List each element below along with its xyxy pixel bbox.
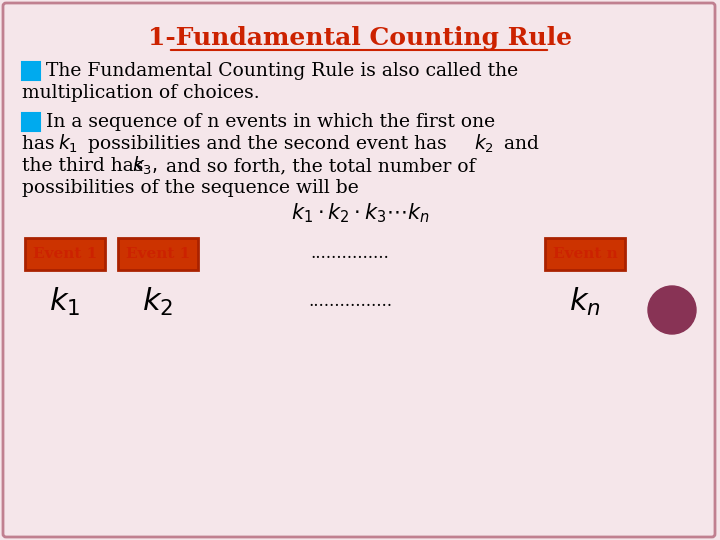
FancyBboxPatch shape bbox=[545, 238, 625, 270]
FancyBboxPatch shape bbox=[25, 238, 105, 270]
Text: $k_2$: $k_2$ bbox=[474, 133, 494, 155]
Text: $k_3$,: $k_3$, bbox=[132, 155, 158, 177]
Text: Event n: Event n bbox=[553, 247, 617, 261]
Text: the third has: the third has bbox=[22, 157, 149, 175]
Text: 1-Fundamental Counting Rule: 1-Fundamental Counting Rule bbox=[148, 26, 572, 50]
FancyBboxPatch shape bbox=[22, 113, 40, 131]
Text: multiplication of choices.: multiplication of choices. bbox=[22, 84, 260, 102]
FancyBboxPatch shape bbox=[3, 3, 715, 537]
Text: In a sequence of n events in which the first one: In a sequence of n events in which the f… bbox=[46, 113, 495, 131]
Text: and so forth, the total number of: and so forth, the total number of bbox=[160, 157, 475, 175]
Text: Event 1: Event 1 bbox=[126, 247, 190, 261]
Circle shape bbox=[648, 286, 696, 334]
Text: $k_1 \cdot k_2 \cdot k_3 \cdots k_n$: $k_1 \cdot k_2 \cdot k_3 \cdots k_n$ bbox=[291, 201, 429, 225]
Text: possibilities of the sequence will be: possibilities of the sequence will be bbox=[22, 179, 359, 197]
Text: $k_2$: $k_2$ bbox=[143, 286, 174, 318]
Text: has: has bbox=[22, 135, 60, 153]
FancyBboxPatch shape bbox=[22, 62, 40, 80]
Text: The Fundamental Counting Rule is also called the: The Fundamental Counting Rule is also ca… bbox=[46, 62, 518, 80]
Text: $k_1$: $k_1$ bbox=[58, 133, 78, 155]
FancyBboxPatch shape bbox=[118, 238, 198, 270]
Text: ...............: ............... bbox=[310, 246, 390, 262]
Text: ................: ................ bbox=[308, 294, 392, 310]
Text: $k_n$: $k_n$ bbox=[569, 286, 601, 318]
Text: and: and bbox=[498, 135, 539, 153]
Text: possibilities and the second event has: possibilities and the second event has bbox=[82, 135, 453, 153]
Text: $k_1$: $k_1$ bbox=[50, 286, 81, 318]
Text: Event 1: Event 1 bbox=[33, 247, 97, 261]
